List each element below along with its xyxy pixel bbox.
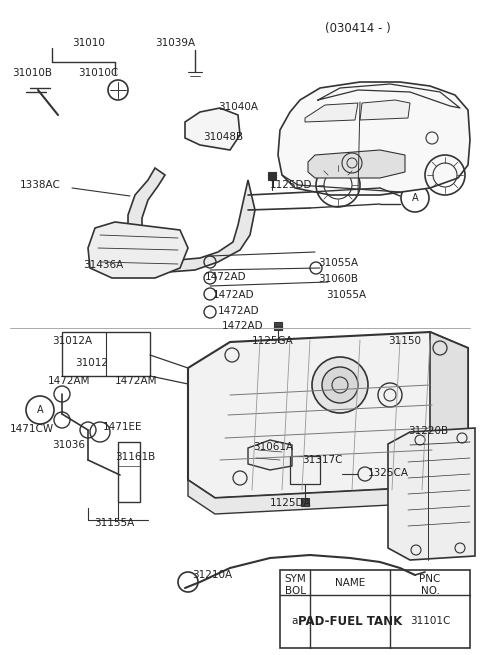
Polygon shape [188, 444, 430, 514]
Text: 31010: 31010 [72, 38, 105, 48]
Text: 1472AD: 1472AD [213, 290, 254, 300]
Text: 31210A: 31210A [192, 570, 232, 580]
Text: 1472AM: 1472AM [48, 376, 91, 386]
Text: 1338AC: 1338AC [20, 180, 61, 190]
Text: 31317C: 31317C [302, 455, 343, 465]
Bar [118, 442, 140, 502]
Text: 1472AD: 1472AD [218, 306, 260, 316]
Polygon shape [128, 168, 255, 272]
Polygon shape [430, 332, 468, 460]
Text: 31012: 31012 [75, 358, 108, 368]
Text: 1325CA: 1325CA [368, 468, 409, 478]
Text: 1471CW: 1471CW [10, 424, 54, 434]
Text: 1472AD: 1472AD [205, 272, 247, 282]
Polygon shape [360, 100, 410, 120]
Text: 31055A: 31055A [326, 290, 366, 300]
Bar [268, 172, 276, 180]
Text: NAME: NAME [335, 578, 365, 588]
Text: PNC
NO.: PNC NO. [420, 574, 441, 595]
Text: 31161B: 31161B [115, 452, 155, 462]
Circle shape [312, 357, 368, 413]
Bar [280, 570, 470, 648]
Polygon shape [305, 103, 358, 122]
Text: 1125DA: 1125DA [270, 498, 312, 508]
Polygon shape [188, 332, 468, 498]
Circle shape [322, 367, 358, 403]
Text: SYM
BOL: SYM BOL [284, 574, 306, 595]
Polygon shape [88, 222, 188, 278]
Polygon shape [248, 440, 292, 470]
Polygon shape [308, 150, 405, 178]
Text: A: A [36, 405, 43, 415]
Text: 31010C: 31010C [78, 68, 118, 78]
Text: 31048B: 31048B [203, 132, 243, 142]
Text: 1125DD: 1125DD [270, 180, 312, 190]
Bar [301, 498, 309, 506]
Text: 31012A: 31012A [52, 336, 92, 346]
Text: 31060B: 31060B [318, 274, 358, 284]
Text: 31036: 31036 [52, 440, 85, 450]
Bar [274, 322, 282, 330]
Text: 31010B: 31010B [12, 68, 52, 78]
Text: 31039A: 31039A [155, 38, 195, 48]
Text: PAD-FUEL TANK: PAD-FUEL TANK [298, 615, 402, 628]
Bar [62, 332, 150, 376]
Text: 31155A: 31155A [94, 518, 134, 528]
Text: 31101C: 31101C [410, 616, 450, 626]
Text: a: a [292, 616, 298, 626]
Text: 31055A: 31055A [318, 258, 358, 268]
Polygon shape [185, 108, 240, 150]
Text: 31040A: 31040A [218, 102, 258, 112]
Text: (030414 - ): (030414 - ) [325, 22, 391, 35]
Text: 1472AD: 1472AD [222, 321, 264, 331]
Bar [290, 456, 320, 484]
Text: 1125GA: 1125GA [252, 336, 294, 346]
Text: A: A [412, 193, 418, 203]
Text: 31220B: 31220B [408, 426, 448, 436]
Text: 1472AM: 1472AM [115, 376, 157, 386]
Text: 31436A: 31436A [83, 260, 123, 270]
Text: 31150: 31150 [388, 336, 421, 346]
Text: 1471EE: 1471EE [103, 422, 143, 432]
Text: 31061A: 31061A [253, 442, 293, 452]
Polygon shape [388, 428, 475, 560]
Polygon shape [278, 82, 470, 195]
